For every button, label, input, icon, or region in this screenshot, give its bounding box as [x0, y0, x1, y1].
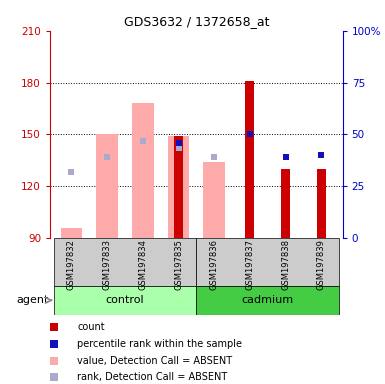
Bar — [281, 169, 290, 238]
Text: GSM197834: GSM197834 — [138, 239, 147, 290]
Bar — [204, 162, 225, 238]
Text: agent: agent — [16, 295, 48, 305]
Text: value, Detection Call = ABSENT: value, Detection Call = ABSENT — [77, 356, 232, 366]
Bar — [196, 286, 339, 315]
Bar — [54, 286, 196, 315]
Text: GSM197833: GSM197833 — [103, 239, 112, 290]
Bar — [196, 238, 339, 286]
Title: GDS3632 / 1372658_at: GDS3632 / 1372658_at — [124, 15, 269, 28]
Bar — [168, 136, 189, 238]
Text: GSM197832: GSM197832 — [67, 239, 76, 290]
Text: percentile rank within the sample: percentile rank within the sample — [77, 339, 242, 349]
Text: GSM197839: GSM197839 — [317, 239, 326, 290]
Text: GSM197836: GSM197836 — [210, 239, 219, 290]
Bar — [174, 136, 183, 238]
Text: control: control — [105, 295, 144, 305]
Text: GSM197837: GSM197837 — [245, 239, 254, 290]
Bar — [61, 228, 82, 238]
Text: count: count — [77, 322, 105, 332]
Text: cadmium: cadmium — [242, 295, 294, 305]
Text: GSM197838: GSM197838 — [281, 239, 290, 290]
Bar — [54, 238, 196, 286]
Bar — [96, 134, 118, 238]
Bar — [132, 103, 154, 238]
Bar — [245, 81, 254, 238]
Bar — [317, 169, 326, 238]
Text: rank, Detection Call = ABSENT: rank, Detection Call = ABSENT — [77, 372, 227, 382]
Text: GSM197835: GSM197835 — [174, 239, 183, 290]
